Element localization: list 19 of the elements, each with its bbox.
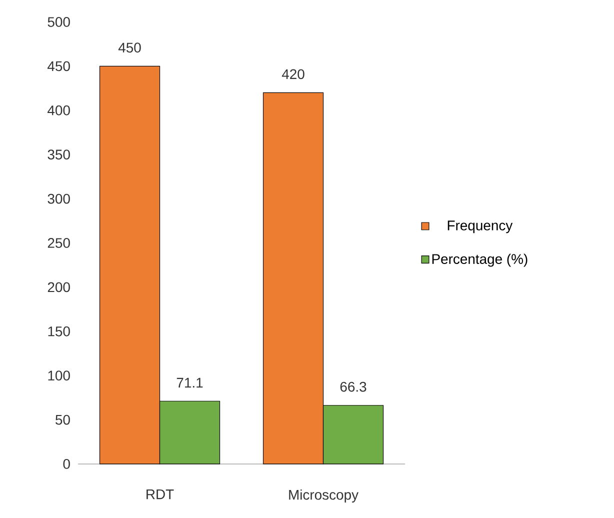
- x-tick-label: Microscopy: [289, 490, 358, 502]
- y-tick-label: 400: [48, 105, 70, 116]
- legend-label: Frequency: [448, 220, 513, 234]
- y-tick-label: 150: [48, 326, 70, 336]
- y-tick-label: 500: [48, 17, 70, 27]
- y-tick-label: 200: [48, 282, 70, 292]
- data-label: 66.3: [340, 382, 366, 392]
- y-tick-label: 100: [48, 370, 70, 381]
- data-label: 420: [282, 69, 304, 80]
- x-tick-label: RDT: [146, 490, 174, 500]
- data-label: 450: [118, 42, 141, 53]
- y-tick-label: 250: [48, 238, 70, 248]
- legend-label: Percentage (%): [432, 254, 528, 267]
- y-tick-label: 450: [48, 61, 70, 72]
- data-label: 71.1: [176, 378, 203, 388]
- y-tick-label: 0: [63, 459, 70, 469]
- y-tick-label: 350: [48, 150, 70, 160]
- y-tick-label: 300: [48, 194, 70, 204]
- y-tick-label: 50: [56, 414, 70, 425]
